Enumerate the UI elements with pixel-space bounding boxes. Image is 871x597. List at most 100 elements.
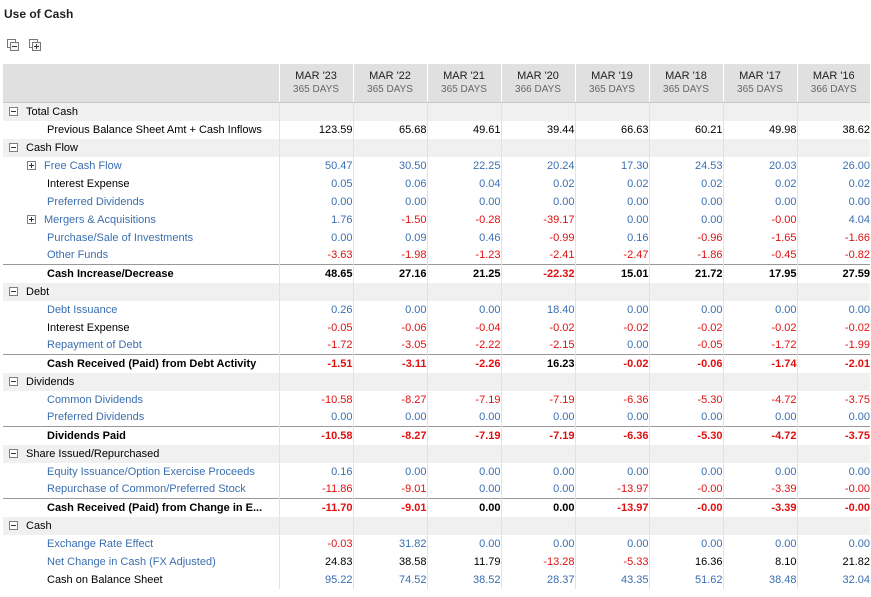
value-cell: 0.00 (722, 192, 797, 211)
value-cell: -0.96 (648, 228, 723, 247)
expand-all-icon[interactable] (29, 39, 42, 52)
value-cell: -1.72 (278, 336, 353, 355)
value-cell: 0.00 (426, 192, 501, 211)
value-cell: -2.47 (574, 246, 649, 265)
row-label: Interest Expense (47, 321, 130, 334)
value-cell: 95.22 (278, 570, 353, 589)
row-label: Dividends Paid (47, 429, 126, 442)
value-cell: 0.00 (648, 300, 723, 319)
row-label-link[interactable]: Mergers & Acquisitions (44, 213, 156, 226)
value-cell: -10.58 (278, 426, 353, 445)
value-cell: -9.01 (352, 498, 427, 517)
expand-toggle-icon[interactable] (27, 215, 36, 225)
row-label-link[interactable]: Purchase/Sale of Investments (47, 231, 194, 244)
column-period: MAR '21 (443, 70, 485, 82)
empty-cell (574, 372, 649, 391)
value-cell: 0.00 (796, 534, 870, 553)
value-cell: 0.09 (352, 228, 427, 247)
value-cell: 0.00 (426, 300, 501, 319)
row-label-link[interactable]: Repurchase of Common/Preferred Stock (47, 483, 246, 496)
empty-cell (722, 444, 797, 463)
header-label-column (3, 64, 279, 103)
column-days: 366 DAYS (810, 84, 857, 95)
empty-cell (352, 138, 427, 157)
value-cell: -0.05 (648, 336, 723, 355)
empty-cell (278, 138, 353, 157)
empty-cell (574, 102, 649, 121)
value-cell: -3.05 (352, 336, 427, 355)
value-cell: -7.19 (500, 390, 575, 409)
row-label: Interest Expense (47, 177, 130, 190)
row-label-link[interactable]: Exchange Rate Effect (47, 537, 154, 550)
value-cell: 0.02 (722, 174, 797, 193)
value-cell: 22.25 (426, 156, 501, 175)
value-cell: 0.00 (500, 480, 575, 499)
table-row: Interest Expense -0.05 -0.06 -0.04 -0.02 -0.0… (3, 318, 870, 337)
value-cell: 16.36 (648, 552, 723, 571)
value-cell: -7.19 (426, 390, 501, 409)
table-row: Other Funds -3.63 -1.98 -1.23 -2.41 -2.47 -1.8… (3, 246, 870, 265)
value-cell: 0.00 (426, 534, 501, 553)
collapse-toggle-icon[interactable] (9, 377, 18, 387)
row-label-link[interactable]: Common Dividends (47, 393, 143, 406)
row-label-link[interactable]: Equity Issuance/Option Exercise Proceeds (47, 465, 255, 478)
collapse-toggle-icon[interactable] (9, 143, 18, 153)
value-cell: 1.76 (278, 210, 353, 229)
empty-cell (500, 282, 575, 301)
value-cell: 0.00 (648, 192, 723, 211)
value-cell: 0.00 (278, 408, 353, 427)
collapse-toggle-icon[interactable] (9, 521, 18, 531)
empty-cell (722, 516, 797, 535)
table-row: Purchase/Sale of Investments 0.00 0.09 0.46… (3, 228, 870, 247)
value-cell: 0.00 (648, 210, 723, 229)
empty-cell (648, 372, 723, 391)
collapse-toggle-icon[interactable] (9, 449, 18, 459)
column-days: 365 DAYS (589, 84, 635, 95)
table-row: Equity Issuance/Option Exercise Proceeds… (3, 462, 870, 481)
expand-toggle-icon[interactable] (27, 161, 36, 171)
value-cell: 43.35 (574, 570, 649, 589)
empty-cell (796, 516, 870, 535)
table-row: Interest Expense 0.05 0.06 0.04 0.02 0.02 0.02… (3, 174, 870, 193)
empty-cell (796, 444, 870, 463)
value-cell: 49.61 (426, 120, 501, 139)
section-row: Cash (3, 516, 870, 535)
value-cell: -0.03 (278, 534, 353, 553)
empty-cell (500, 138, 575, 157)
value-cell: 18.40 (500, 300, 575, 319)
collapse-all-icon[interactable] (7, 39, 20, 52)
value-cell: -4.72 (722, 426, 797, 445)
value-cell: -1.98 (352, 246, 427, 265)
row-label-link[interactable]: Net Change in Cash (FX Adjusted) (47, 555, 216, 568)
value-cell: 0.00 (500, 498, 575, 517)
row-label-link[interactable]: Repayment of Debt (47, 339, 142, 352)
table-row: Common Dividends -10.58 -8.27 -7.19 -7.19 -6.… (3, 390, 870, 409)
value-cell: 0.16 (574, 228, 649, 247)
row-label-link[interactable]: Preferred Dividends (47, 195, 145, 208)
table-row: Preferred Dividends 0.00 0.00 0.00 0.00 0.00 0… (3, 192, 870, 211)
empty-cell (796, 282, 870, 301)
value-cell: 0.00 (426, 498, 501, 517)
row-label-link[interactable]: Preferred Dividends (47, 411, 145, 424)
empty-cell (796, 372, 870, 391)
column-period: MAR '16 (812, 70, 855, 82)
value-cell: -0.00 (722, 210, 797, 229)
collapse-toggle-icon[interactable] (9, 107, 18, 117)
table-body: Total Cash Previous Balance Sheet Amt + C… (3, 102, 870, 589)
row-label-link[interactable]: Other Funds (47, 249, 109, 262)
empty-cell (352, 444, 427, 463)
table-row: Repurchase of Common/Preferred Stock -11.… (3, 480, 870, 499)
collapse-toggle-icon[interactable] (9, 287, 18, 297)
empty-cell (796, 102, 870, 121)
row-label-link[interactable]: Free Cash Flow (44, 159, 122, 172)
value-cell: 21.25 (426, 264, 501, 283)
empty-cell (278, 516, 353, 535)
row-label-link[interactable]: Debt Issuance (47, 303, 118, 316)
value-cell: -11.70 (278, 498, 353, 517)
section-label: Debt (26, 285, 50, 298)
value-cell: -0.82 (796, 246, 870, 265)
column-days: 365 DAYS (367, 84, 413, 95)
value-cell: 0.00 (722, 408, 797, 427)
empty-cell (352, 102, 427, 121)
value-cell: 21.82 (796, 552, 870, 571)
